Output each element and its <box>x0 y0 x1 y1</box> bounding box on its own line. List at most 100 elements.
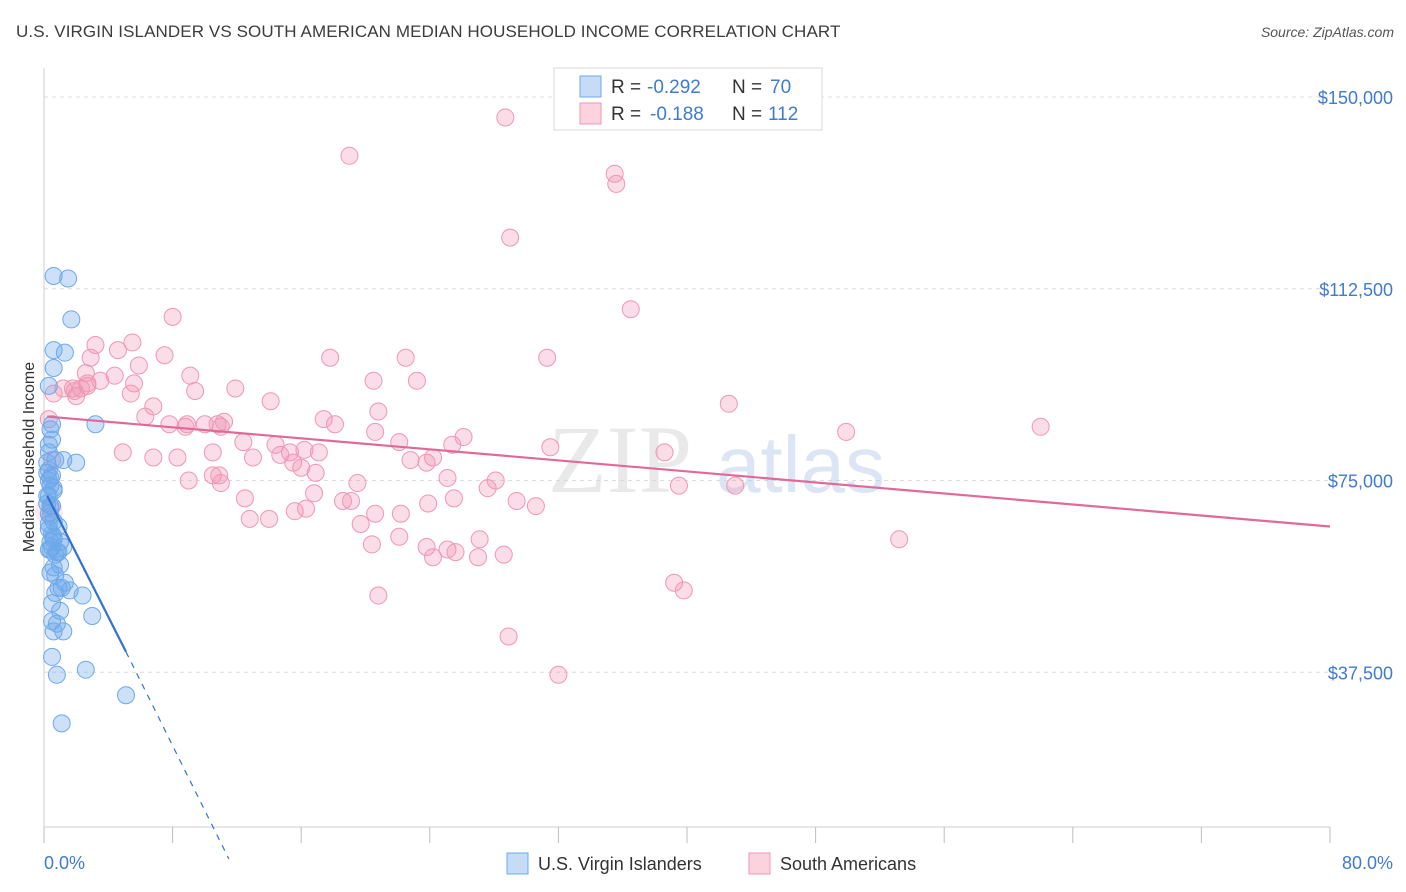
data-point <box>234 433 253 452</box>
data-point <box>168 448 187 467</box>
data-point <box>351 514 370 533</box>
data-point <box>215 412 234 431</box>
legend-bottom-swatch-blue <box>506 852 529 875</box>
data-point <box>176 417 195 436</box>
trend-line-pink <box>47 415 1331 528</box>
data-point <box>478 479 497 498</box>
data-point <box>203 443 222 462</box>
data-point <box>113 443 132 462</box>
data-point <box>108 341 127 360</box>
legend-bottom: U.S. Virgin Islanders South Americans <box>506 852 916 875</box>
series-us-virgin-islanders <box>38 266 135 733</box>
data-point <box>444 489 463 508</box>
data-point <box>549 665 568 684</box>
data-point <box>41 563 60 582</box>
data-point <box>407 371 426 390</box>
legend-bottom-swatch-pink <box>748 852 771 875</box>
data-point <box>665 573 684 592</box>
data-point <box>446 543 465 562</box>
data-point <box>240 509 259 528</box>
legend-n-value-1: 70 <box>770 77 791 98</box>
data-point <box>43 647 62 666</box>
data-point <box>260 509 279 528</box>
data-point <box>340 146 359 165</box>
data-point <box>719 394 738 413</box>
data-point <box>81 348 100 367</box>
data-point <box>186 382 205 401</box>
data-point <box>43 415 62 434</box>
data-point <box>470 530 489 549</box>
data-point <box>155 346 174 365</box>
y-tick-label: $75,000 <box>1328 472 1393 492</box>
data-point <box>86 415 105 434</box>
data-point <box>121 384 140 403</box>
data-point <box>243 448 262 467</box>
data-point <box>496 108 515 127</box>
data-point <box>285 502 304 521</box>
data-point <box>123 333 142 352</box>
data-point <box>401 451 420 470</box>
data-point <box>163 307 182 326</box>
legend-r-label-2: R = <box>611 104 641 125</box>
y-tick-label: $37,500 <box>1328 663 1393 683</box>
trend-line-blue-extension <box>125 651 230 860</box>
legend-n-label-1: N = <box>732 77 762 98</box>
data-point <box>39 435 58 454</box>
data-point <box>417 453 436 472</box>
data-point <box>91 371 110 390</box>
data-point <box>1031 417 1050 436</box>
legend-n-label-2: N = <box>732 104 762 125</box>
legend-r-label-1: R = <box>611 77 641 98</box>
data-point <box>179 471 198 490</box>
data-point <box>669 476 688 495</box>
legend-r-value-2: -0.188 <box>650 104 704 125</box>
x-tick-labels: 0.0% 80.0% <box>44 853 1393 873</box>
data-point <box>342 491 361 510</box>
data-point <box>295 440 314 459</box>
data-point <box>73 586 92 605</box>
data-point <box>129 356 148 375</box>
data-point <box>144 448 163 467</box>
data-point <box>314 410 333 429</box>
watermark: ZIP atlas <box>548 406 885 513</box>
data-point <box>76 364 95 383</box>
data-point <box>83 607 102 626</box>
x-tick-label: 80.0% <box>1342 853 1393 873</box>
data-point <box>499 627 518 646</box>
data-point <box>369 586 388 605</box>
data-point <box>44 481 63 500</box>
axes <box>43 68 1331 843</box>
data-point <box>52 714 71 733</box>
data-point <box>348 474 367 493</box>
x-tick-label: 0.0% <box>44 853 85 873</box>
data-point <box>226 379 245 398</box>
source-label: Source: ZipAtlas.com <box>1260 24 1394 40</box>
data-point <box>46 583 65 602</box>
data-point <box>211 474 230 493</box>
data-point <box>507 491 526 510</box>
data-point <box>369 402 388 421</box>
data-point <box>105 366 124 385</box>
series-south-americans <box>34 108 1050 684</box>
watermark-atlas: atlas <box>716 420 885 509</box>
legend-swatch-blue <box>579 75 602 98</box>
data-point <box>674 581 693 600</box>
data-point <box>541 438 560 457</box>
data-point <box>364 371 383 390</box>
data-point <box>43 612 62 631</box>
data-point <box>417 537 436 556</box>
data-point <box>54 379 73 398</box>
data-point <box>210 466 229 485</box>
data-point <box>297 499 316 518</box>
data-point <box>62 310 81 329</box>
data-point <box>136 407 155 426</box>
legend-bottom-label-blue: U.S. Virgin Islanders <box>538 854 702 874</box>
data-point <box>71 379 90 398</box>
data-point <box>125 374 144 393</box>
y-axis-label: Median Household Income <box>21 362 38 552</box>
legend-r-value-1: -0.292 <box>647 77 701 98</box>
legend-swatch-pink <box>579 102 602 125</box>
data-point <box>469 548 488 567</box>
trend-line-blue <box>46 495 127 653</box>
